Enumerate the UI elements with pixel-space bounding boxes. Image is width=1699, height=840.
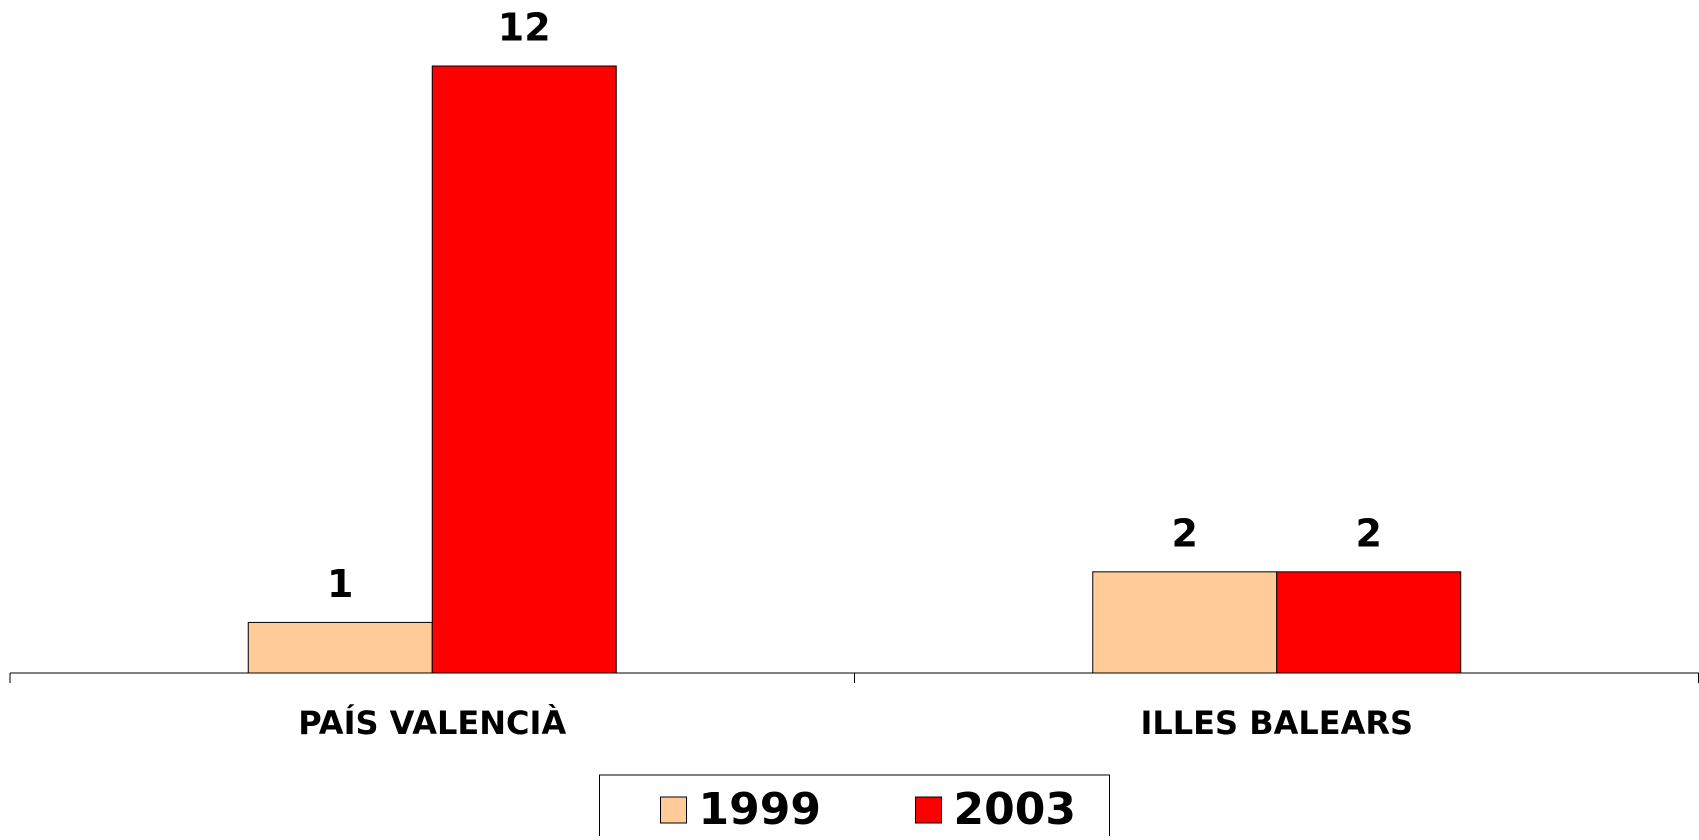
legend-swatch bbox=[915, 796, 942, 824]
bar bbox=[431, 65, 617, 674]
value-label: 2 bbox=[1172, 511, 1198, 555]
value-label: 1 bbox=[327, 562, 353, 606]
x-tick-label: PAÍS VALENCIÀ bbox=[298, 704, 566, 742]
value-label: 12 bbox=[498, 6, 551, 50]
value-label: 2 bbox=[1356, 511, 1382, 555]
bar bbox=[247, 621, 433, 674]
bar bbox=[1092, 571, 1278, 674]
x-tick-label: ILLES BALEARS bbox=[1140, 704, 1413, 742]
legend-swatch bbox=[660, 796, 687, 824]
bar bbox=[1276, 571, 1462, 674]
legend-label: 1999 bbox=[699, 784, 821, 835]
legend-label: 2003 bbox=[954, 784, 1076, 835]
